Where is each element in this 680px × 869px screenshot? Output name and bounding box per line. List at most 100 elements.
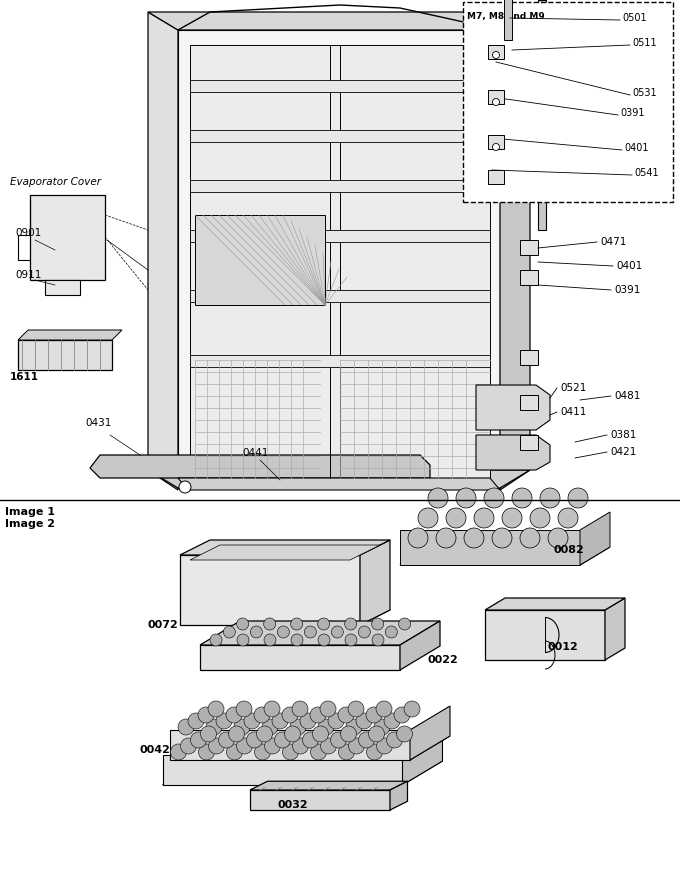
Circle shape [275, 732, 290, 748]
Text: 0082: 0082 [553, 545, 583, 555]
Circle shape [272, 713, 288, 729]
Text: 0901: 0901 [15, 228, 41, 238]
Circle shape [320, 738, 337, 754]
Circle shape [540, 488, 560, 508]
Circle shape [282, 707, 298, 723]
Circle shape [284, 726, 301, 742]
Circle shape [372, 618, 384, 630]
Text: 1611: 1611 [10, 372, 39, 382]
Circle shape [396, 726, 413, 742]
Circle shape [246, 732, 262, 748]
Text: 0441: 0441 [242, 448, 269, 458]
Circle shape [226, 707, 242, 723]
Polygon shape [360, 540, 390, 625]
Text: 0012: 0012 [548, 642, 579, 652]
Polygon shape [190, 80, 490, 92]
Circle shape [548, 528, 568, 548]
Text: 0391: 0391 [614, 285, 641, 295]
Circle shape [428, 488, 448, 508]
Text: 0391: 0391 [620, 108, 645, 118]
Text: M7, M8 and M9: M7, M8 and M9 [467, 12, 545, 21]
Text: Image 1: Image 1 [5, 507, 55, 517]
Circle shape [264, 701, 280, 717]
Polygon shape [148, 12, 178, 490]
Circle shape [346, 719, 362, 735]
Circle shape [404, 701, 420, 717]
Polygon shape [200, 621, 440, 645]
Circle shape [190, 732, 207, 748]
Polygon shape [18, 340, 112, 370]
Circle shape [348, 738, 364, 754]
Circle shape [262, 719, 278, 735]
Circle shape [234, 719, 250, 735]
Circle shape [436, 528, 456, 548]
Polygon shape [520, 270, 538, 285]
Polygon shape [605, 598, 625, 660]
Circle shape [341, 726, 356, 742]
Text: 0411: 0411 [560, 407, 586, 417]
Circle shape [218, 732, 235, 748]
Polygon shape [488, 45, 504, 59]
Circle shape [568, 488, 588, 508]
Circle shape [216, 713, 232, 729]
Polygon shape [485, 598, 625, 610]
Circle shape [310, 707, 326, 723]
Circle shape [492, 528, 512, 548]
Circle shape [208, 701, 224, 717]
Circle shape [530, 508, 550, 528]
Circle shape [223, 626, 235, 638]
Bar [504, 0, 512, 40]
Circle shape [311, 744, 326, 760]
Circle shape [290, 719, 306, 735]
Polygon shape [476, 385, 550, 430]
Polygon shape [500, 12, 530, 490]
Circle shape [358, 732, 375, 748]
Circle shape [237, 634, 249, 646]
Circle shape [171, 744, 186, 760]
Circle shape [558, 508, 578, 528]
Circle shape [254, 707, 270, 723]
Circle shape [376, 701, 392, 717]
Circle shape [237, 738, 252, 754]
Circle shape [374, 719, 390, 735]
Circle shape [384, 713, 400, 729]
Polygon shape [180, 610, 390, 625]
Polygon shape [190, 545, 380, 560]
Circle shape [201, 726, 216, 742]
Circle shape [345, 618, 357, 630]
Circle shape [226, 744, 243, 760]
Text: 0022: 0022 [428, 655, 459, 665]
Circle shape [331, 626, 343, 638]
Circle shape [282, 744, 299, 760]
Circle shape [366, 707, 382, 723]
Text: 0471: 0471 [600, 237, 626, 247]
Polygon shape [163, 755, 403, 785]
Polygon shape [90, 455, 430, 478]
Circle shape [292, 738, 309, 754]
Circle shape [180, 738, 197, 754]
Circle shape [277, 626, 289, 638]
Text: Evaporator Cover: Evaporator Cover [10, 177, 101, 187]
Circle shape [446, 508, 466, 528]
Text: 0481: 0481 [614, 391, 641, 401]
Polygon shape [410, 706, 450, 760]
Circle shape [237, 618, 249, 630]
Circle shape [330, 732, 347, 748]
Circle shape [199, 744, 214, 760]
Polygon shape [400, 621, 440, 670]
Circle shape [320, 701, 336, 717]
Text: 0381: 0381 [610, 430, 636, 440]
Polygon shape [190, 180, 490, 192]
Polygon shape [170, 730, 410, 760]
Bar [463, 2, 673, 202]
Text: 0042: 0042 [140, 745, 171, 755]
Circle shape [265, 738, 280, 754]
Circle shape [328, 713, 344, 729]
Polygon shape [148, 470, 530, 488]
Circle shape [338, 707, 354, 723]
Polygon shape [400, 547, 610, 565]
Bar [538, 0, 546, 230]
Circle shape [474, 508, 494, 528]
Polygon shape [520, 395, 538, 410]
Circle shape [386, 626, 397, 638]
